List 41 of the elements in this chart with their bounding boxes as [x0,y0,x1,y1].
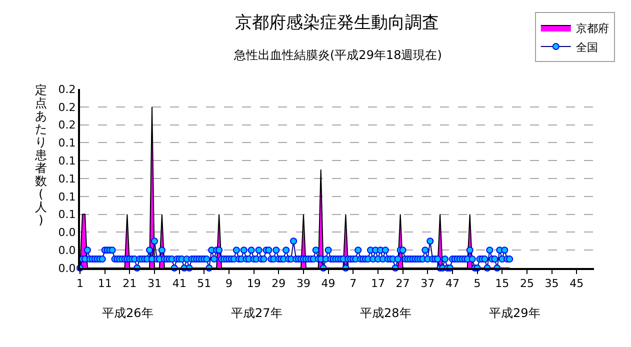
text: 平成28年 [360,306,412,320]
x-tick-label: 27 [396,277,410,290]
x-tick-label: 17 [370,277,385,290]
y-tick-label: 0.0 [58,262,76,275]
x-tick-label: 29 [272,277,286,290]
text: 平成29年 [489,306,540,320]
x-tick-label: 37 [420,277,435,290]
y-tick-label: 0.1 [58,190,76,204]
chart-title: 京都府感染症発生動向調査 [235,13,439,33]
y-tick-label: 0.2 [58,82,76,96]
y-tick-label: 0.0 [58,244,76,257]
text: 平成27年 [231,306,282,320]
x-tick-label: 39 [296,277,310,290]
x-tick-label: 9 [225,277,232,290]
y-tick-label: 0.1 [58,172,76,186]
y-tick-label: 0.0 [58,226,76,240]
x-tick-label: 49 [321,277,336,290]
x-tick-label: 25 [520,277,534,290]
legend-label: 京都府 [576,22,609,35]
text: 平成26年 [102,306,154,320]
y-tick-label: 0.2 [58,100,76,114]
legend-label: 全国 [576,40,598,54]
text: 定点あたり患者数(人) [35,83,47,227]
y-tick-label: 0.1 [58,208,76,222]
x-tick-label: 7 [350,277,357,290]
x-tick-label: 47 [445,277,460,290]
x-tick-label: 5 [474,277,481,290]
chart-subtitle: 急性出血性結膜炎(平成29年18週現在) [233,48,442,62]
y-tick-label: 0.2 [58,118,76,132]
x-tick-label: 21 [122,277,137,290]
x-tick-label: 41 [172,277,186,290]
x-tick-label: 51 [197,277,212,290]
y-tick-label: 0.1 [58,154,76,168]
x-tick-label: 11 [98,277,112,290]
y-tick-label: 0.1 [58,136,76,150]
x-tick-label: 31 [147,277,162,290]
x-tick-label: 15 [495,277,510,290]
x-tick-label: 19 [246,277,261,290]
x-tick-label: 1 [76,277,84,290]
x-tick-label: 45 [570,277,584,290]
x-tick-label: 35 [544,277,559,290]
